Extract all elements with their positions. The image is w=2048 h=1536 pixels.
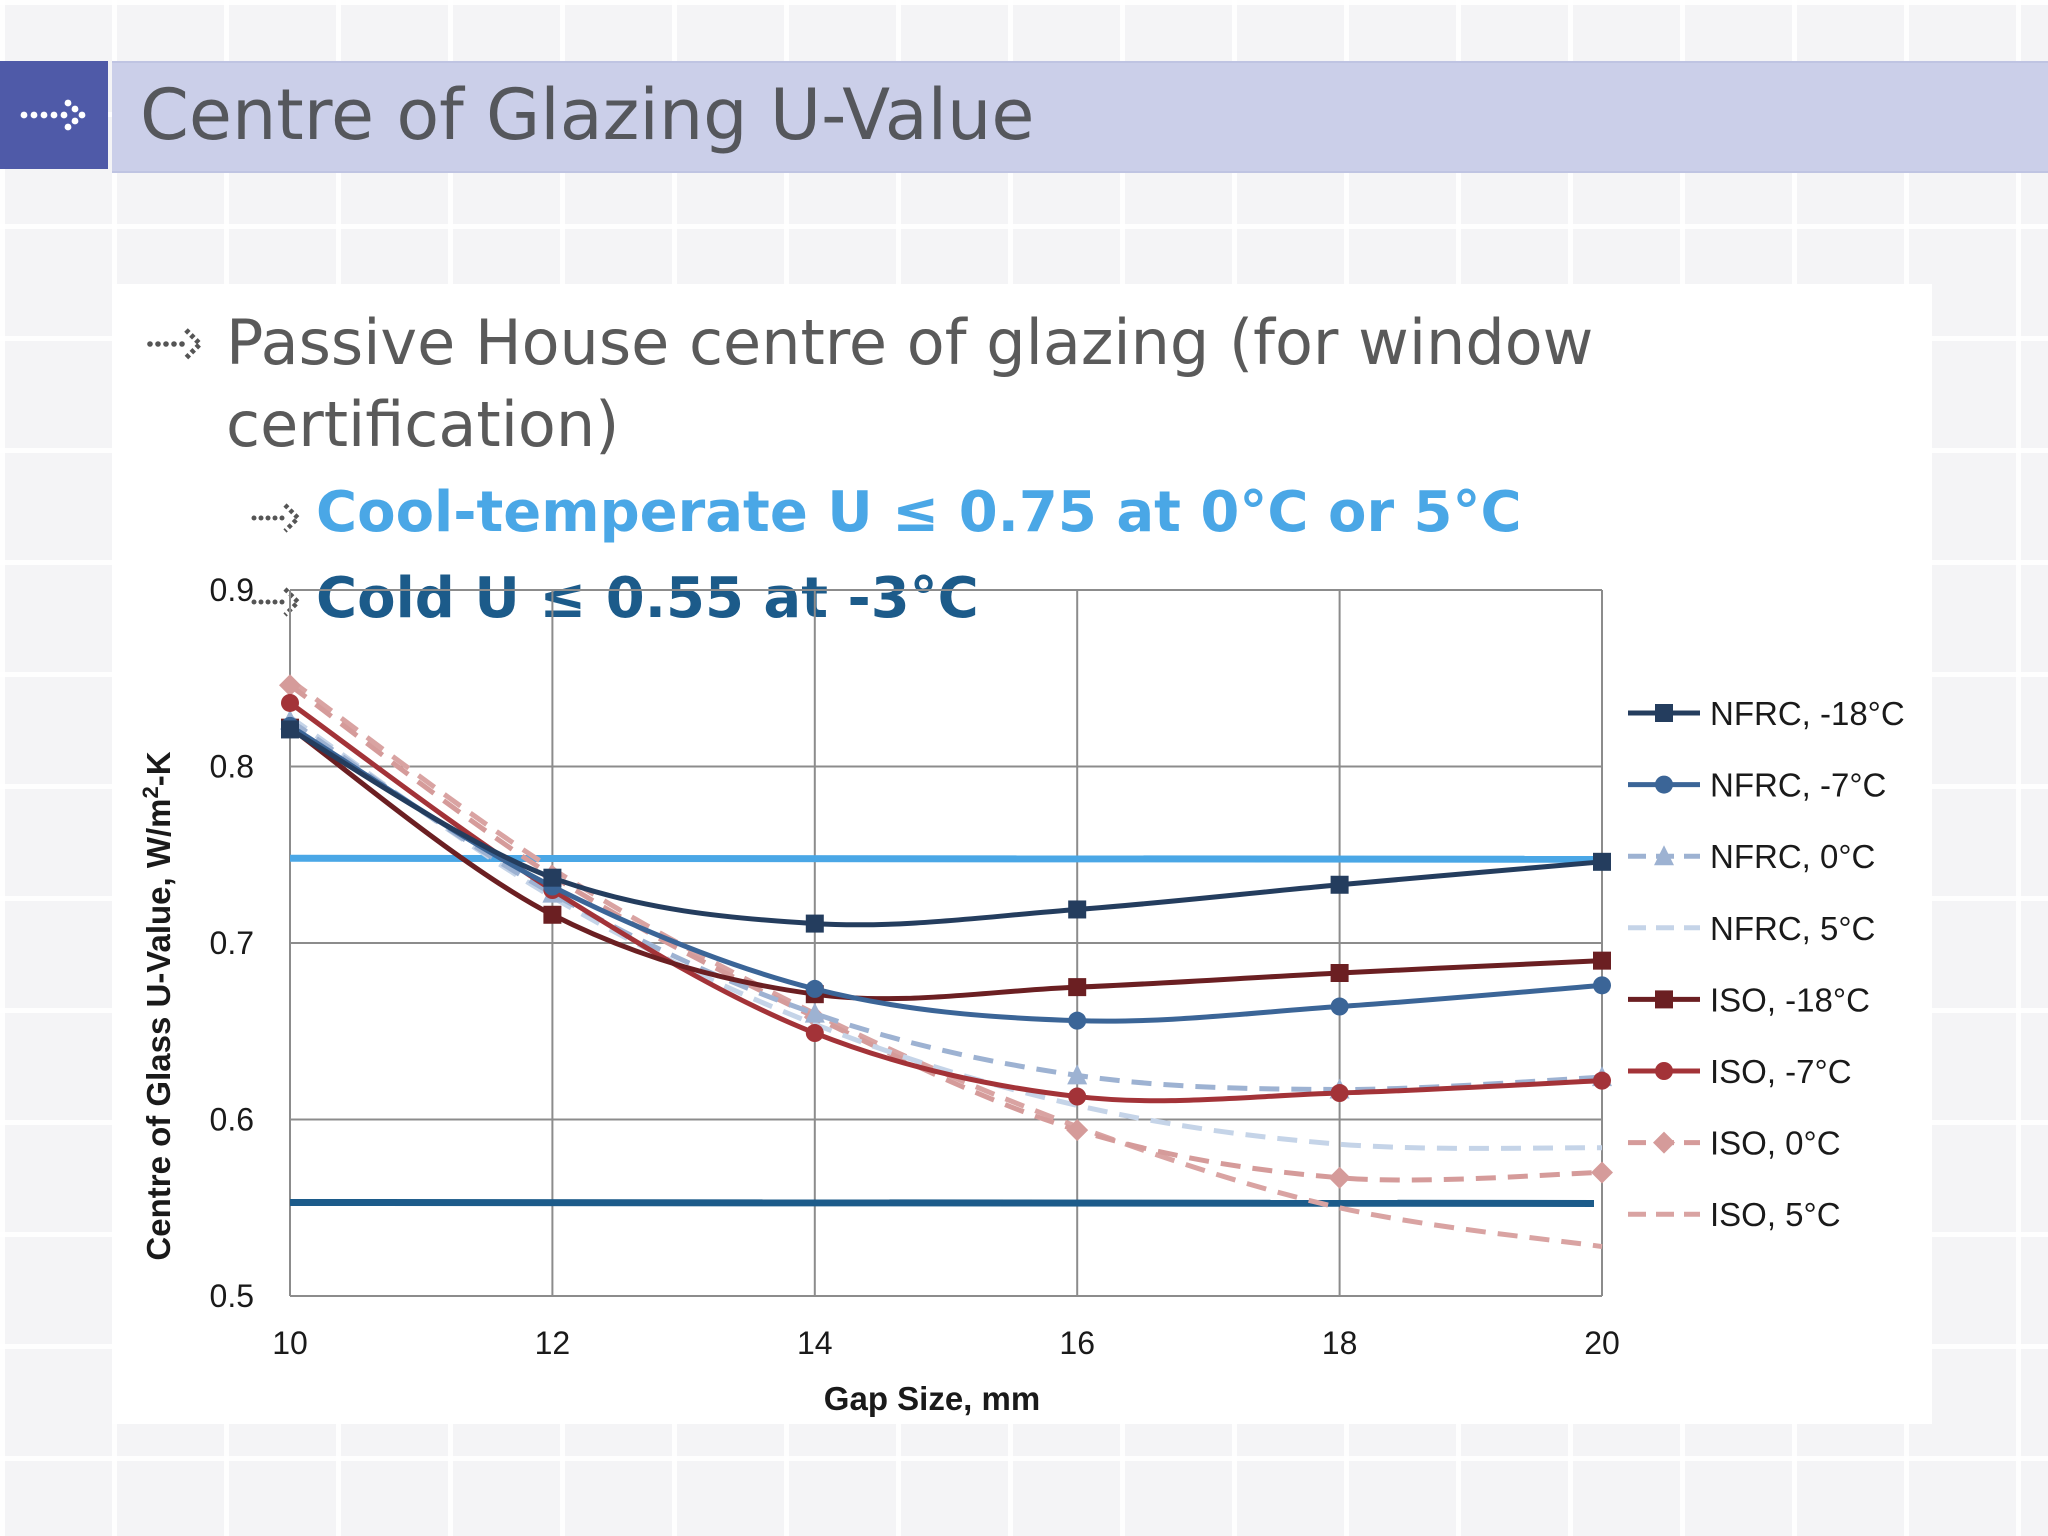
x-tick-label: 10 xyxy=(272,1325,308,1361)
x-tick-label: 14 xyxy=(797,1325,833,1361)
series-3 xyxy=(288,715,1603,1151)
y-tick-label: 0.9 xyxy=(210,572,254,608)
data-point xyxy=(805,914,824,933)
data-point xyxy=(543,868,562,887)
legend-marker xyxy=(1654,845,1674,866)
series-5 xyxy=(281,693,1611,1106)
data-point xyxy=(1330,875,1349,894)
series-line xyxy=(288,700,1603,1104)
series-line xyxy=(288,715,1603,1151)
data-point xyxy=(1068,978,1087,997)
data-point xyxy=(1591,1161,1613,1184)
data-point xyxy=(281,720,299,739)
reference-lines xyxy=(289,854,1595,1207)
x-tick-label: 20 xyxy=(1584,1325,1620,1361)
data-point xyxy=(1330,997,1349,1016)
legend-item: NFRC, 0°C xyxy=(1628,838,1875,875)
x-tick-label: 18 xyxy=(1322,1325,1358,1361)
axis-ticks: 10 12 14 16 18 20 0.5 0.6 0.7 0.8 0.9 xyxy=(210,572,1620,1361)
title-arrow-box xyxy=(0,61,108,169)
series-line xyxy=(288,725,1603,1002)
legend-label: ISO, 0°C xyxy=(1710,1125,1841,1162)
legend-item: NFRC, -18°C xyxy=(1628,695,1905,732)
data-point xyxy=(1067,1064,1088,1085)
series-0 xyxy=(281,720,1611,933)
legend-item: NFRC, 5°C xyxy=(1628,910,1875,947)
legend-marker xyxy=(1655,990,1673,1009)
bullet-cool-temperate: Cool-temperate U ≤ 0.75 at 0°C or 5°C xyxy=(316,480,1522,545)
legend-marker xyxy=(1655,704,1673,722)
legend-item: NFRC, -7°C xyxy=(1628,767,1886,804)
y-tick-label: 0.5 xyxy=(210,1278,254,1314)
legend-item: ISO, -7°C xyxy=(1628,1053,1852,1090)
legend-item: ISO, -18°C xyxy=(1628,981,1870,1018)
data-point xyxy=(1593,976,1611,995)
legend-label: NFRC, 0°C xyxy=(1710,838,1875,875)
data-point xyxy=(1328,1166,1351,1189)
reference-line xyxy=(289,1198,1595,1207)
series-line xyxy=(288,723,1603,1024)
chart-legend: NFRC, -18°C NFRC, -7°C NFRC, 0°C NFRC, 5°C I… xyxy=(1628,695,1905,1233)
legend-marker xyxy=(1653,1131,1675,1154)
data-point xyxy=(1330,964,1349,983)
page-title: Centre of Glazing U-Value xyxy=(140,74,1035,156)
series-2 xyxy=(280,709,1612,1099)
series-7 xyxy=(288,677,1603,1250)
data-point xyxy=(1068,900,1087,919)
legend-item: ISO, 5°C xyxy=(1628,1196,1841,1233)
title-bar xyxy=(112,61,2048,173)
reference-line xyxy=(289,854,1595,863)
legend-marker xyxy=(1655,1062,1673,1080)
chart-grid xyxy=(289,589,1603,1297)
legend-item: ISO, 0°C xyxy=(1628,1125,1841,1162)
dotted-arrow-icon xyxy=(251,503,302,533)
bullet-passive-house: Passive House centre of glazing (for win… xyxy=(226,306,1594,461)
dotted-arrow-icon xyxy=(147,328,204,360)
data-point xyxy=(1068,1087,1087,1106)
x-axis-title: Gap Size, mm xyxy=(824,1380,1040,1417)
series-lines xyxy=(279,674,1613,1250)
series-6 xyxy=(279,674,1613,1189)
legend-label: ISO, 5°C xyxy=(1710,1196,1841,1233)
legend-label: NFRC, -7°C xyxy=(1710,767,1886,804)
legend-label: NFRC, -18°C xyxy=(1710,695,1905,732)
data-point xyxy=(1330,1084,1349,1103)
series-line xyxy=(288,683,1603,1183)
x-tick-label: 16 xyxy=(1059,1325,1095,1361)
data-point xyxy=(281,693,299,712)
dotted-arrow-icon xyxy=(20,99,86,131)
y-tick-label: 0.8 xyxy=(210,749,254,785)
data-point xyxy=(805,1024,824,1043)
legend-marker xyxy=(1655,775,1673,794)
bullet-cold: Cold U ≤ 0.55 at -3°C xyxy=(316,566,979,631)
data-point xyxy=(805,979,824,998)
series-line xyxy=(288,718,1603,1092)
legend-label: ISO, -18°C xyxy=(1710,981,1870,1018)
data-point xyxy=(1066,1119,1089,1142)
y-axis-title: Centre of Glass U-Value, W/m2-K xyxy=(138,751,178,1260)
legend-label: ISO, -7°C xyxy=(1710,1053,1852,1090)
data-point xyxy=(279,674,301,697)
data-point xyxy=(1593,951,1611,970)
y-tick-label: 0.6 xyxy=(210,1102,254,1138)
data-point xyxy=(1593,852,1611,871)
data-point xyxy=(1068,1011,1087,1030)
x-tick-label: 12 xyxy=(535,1325,571,1361)
data-point xyxy=(1593,1071,1611,1090)
data-point xyxy=(804,1002,825,1023)
y-tick-label: 0.7 xyxy=(210,925,254,961)
series-line xyxy=(288,677,1603,1250)
series-line xyxy=(288,727,1603,928)
data-point xyxy=(543,905,562,924)
legend-label: NFRC, 5°C xyxy=(1710,910,1875,947)
